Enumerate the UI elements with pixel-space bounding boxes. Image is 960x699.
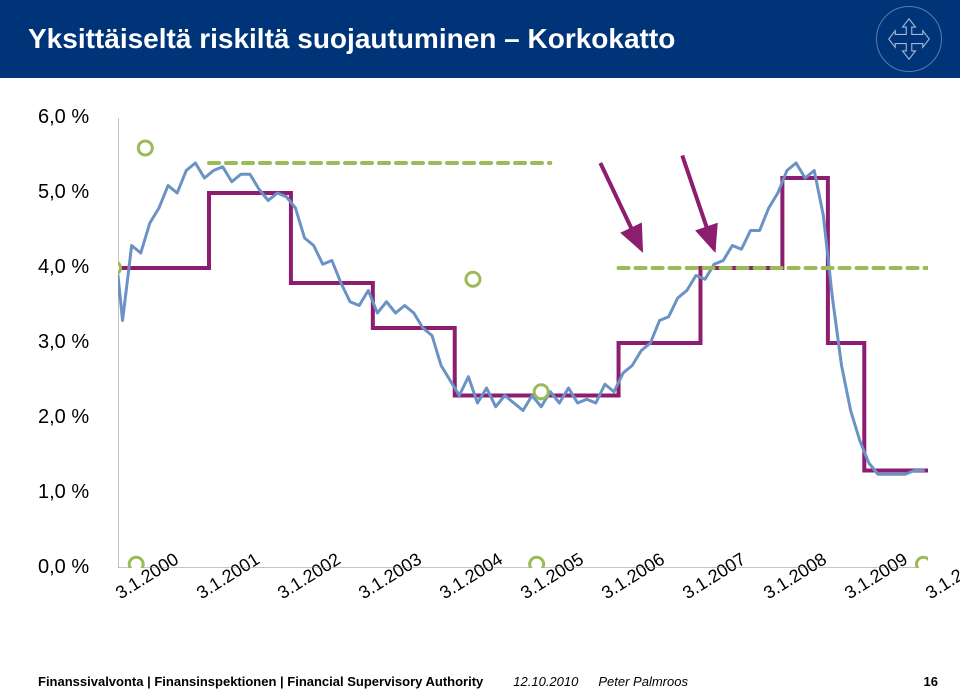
page-title: Yksittäiseltä riskiltä suojautuminen – K… <box>28 23 675 55</box>
footer-author: Peter Palmroos <box>598 674 688 689</box>
page-number: 16 <box>924 674 938 689</box>
header-bar: Yksittäiseltä riskiltä suojautuminen – K… <box>0 0 960 78</box>
y-tick-label: 3,0 % <box>38 331 108 354</box>
chart-area: 0,0 %1,0 %2,0 %3,0 %4,0 %5,0 %6,0 % 3.1.… <box>38 108 938 628</box>
y-tick-label: 6,0 % <box>38 106 108 129</box>
footer-org: Finanssivalvonta | Finansinspektionen | … <box>38 674 483 689</box>
footer: Finanssivalvonta | Finansinspektionen | … <box>38 674 938 689</box>
crest-icon <box>876 6 942 72</box>
footer-date: 12.10.2010 <box>513 674 578 689</box>
y-tick-label: 0,0 % <box>38 556 108 579</box>
plot-area <box>118 118 928 568</box>
y-tick-label: 5,0 % <box>38 181 108 204</box>
y-tick-label: 4,0 % <box>38 256 108 279</box>
y-tick-label: 2,0 % <box>38 406 108 429</box>
y-tick-label: 1,0 % <box>38 481 108 504</box>
